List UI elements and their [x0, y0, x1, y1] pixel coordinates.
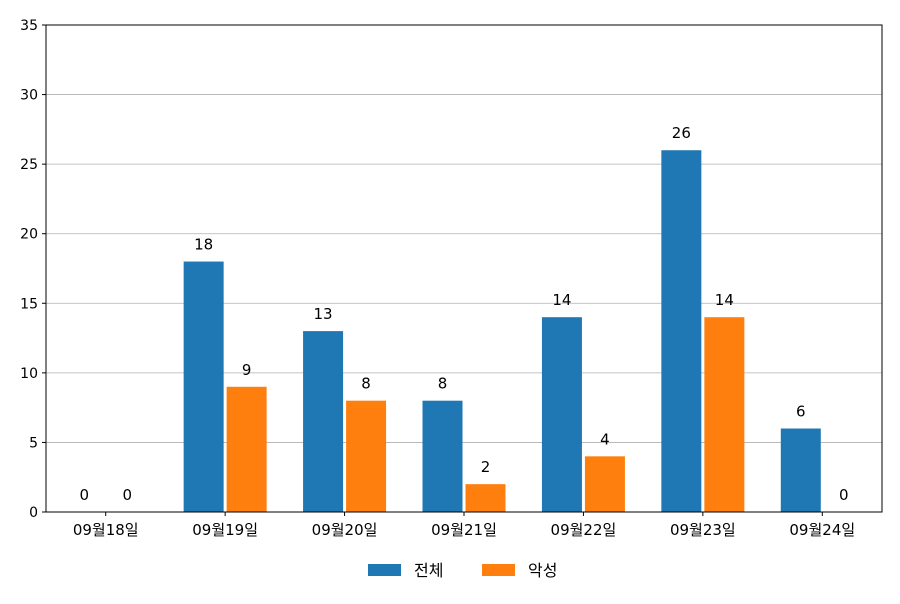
- y-axis: 0 5 10 15 20 25 30 35: [20, 18, 46, 521]
- legend-swatch: [368, 564, 401, 576]
- bar-total: [303, 331, 344, 512]
- legend-label: 전체: [414, 561, 443, 580]
- bar-malicious: [465, 484, 506, 512]
- x-tick-label: 09월21일: [431, 521, 497, 539]
- bar-total: [661, 150, 702, 512]
- bar-total: [422, 400, 463, 512]
- x-tick-label: 09월18일: [73, 521, 139, 539]
- y-tick-label: 10: [20, 366, 38, 382]
- bars: [183, 150, 821, 512]
- bar-malicious: [584, 456, 625, 512]
- x-tick-label: 09월22일: [551, 521, 617, 539]
- y-tick-label: 5: [29, 435, 38, 451]
- x-tick-label: 09월20일: [312, 521, 378, 539]
- bar-total: [183, 261, 224, 512]
- data-label: 8: [361, 375, 371, 393]
- gridlines: [46, 94, 882, 443]
- bar-malicious: [226, 386, 267, 512]
- data-labels: 0 0 18 9 13 8 8 2 14 4 26 14 6 0: [79, 124, 848, 504]
- data-label: 0: [839, 486, 849, 504]
- bar-total: [541, 317, 582, 512]
- data-label: 14: [552, 291, 571, 309]
- x-tick-label: 09월23일: [670, 521, 736, 539]
- y-tick-label: 30: [20, 88, 38, 104]
- data-label: 4: [600, 430, 610, 448]
- data-label: 2: [481, 458, 491, 476]
- data-label: 14: [715, 291, 734, 309]
- data-label: 26: [672, 124, 691, 142]
- x-tick-label: 09월24일: [789, 521, 855, 539]
- data-label: 18: [194, 236, 213, 254]
- data-label: 0: [79, 486, 89, 504]
- x-axis: 09월18일 09월19일 09월20일 09월21일 09월22일 09월23일 09월2…: [73, 512, 855, 539]
- data-label: 0: [122, 486, 132, 504]
- legend-swatch: [482, 564, 515, 576]
- y-tick-label: 0: [29, 505, 38, 521]
- data-label: 9: [242, 361, 252, 379]
- y-tick-label: 25: [20, 157, 38, 173]
- legend: 전체 악성: [368, 561, 557, 580]
- legend-label: 악성: [528, 561, 557, 580]
- bar-malicious: [704, 317, 745, 512]
- bar-total: [780, 428, 821, 512]
- data-label: 6: [796, 403, 806, 421]
- data-label: 13: [314, 305, 333, 323]
- bar-malicious: [346, 400, 387, 512]
- x-tick-label: 09월19일: [192, 521, 258, 539]
- data-label: 8: [438, 375, 448, 393]
- y-tick-label: 20: [20, 227, 38, 243]
- y-tick-label: 35: [20, 18, 38, 34]
- y-tick-label: 15: [20, 296, 38, 312]
- plot-frame: [45, 24, 883, 513]
